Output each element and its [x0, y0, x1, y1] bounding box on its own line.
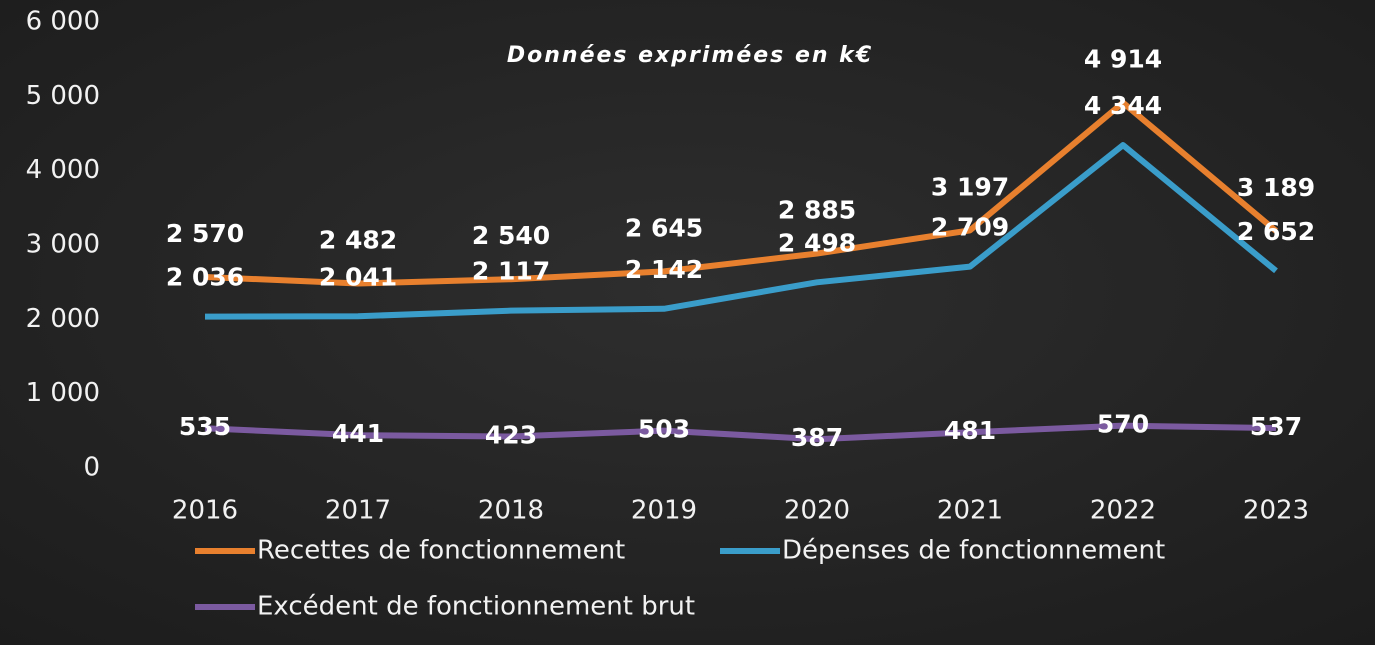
data-label: 2 709: [931, 213, 1009, 242]
y-tick-label: 1 000: [26, 378, 100, 408]
series-line: [204, 99, 1278, 287]
data-label: 3 197: [931, 172, 1009, 201]
y-tick-label: 0: [83, 453, 100, 483]
data-label: 2 540: [472, 221, 550, 250]
data-label: 570: [1097, 410, 1149, 439]
y-tick-label: 5 000: [26, 81, 100, 111]
data-label: 441: [332, 419, 384, 448]
y-tick-label: 4 000: [26, 155, 100, 185]
series-line: [204, 142, 1278, 320]
data-label: 2 645: [625, 213, 703, 242]
data-label: 2 041: [319, 262, 397, 291]
legend-label: Excédent de fonctionnement brut: [257, 592, 695, 622]
data-label: 2 885: [778, 196, 856, 225]
legend-label: Recettes de fonctionnement: [257, 536, 625, 566]
data-label: 4 914: [1084, 45, 1162, 74]
y-tick-label: 6 000: [26, 7, 100, 37]
series-line: [204, 422, 1277, 443]
data-label: 2 652: [1237, 217, 1315, 246]
chart-title: Données exprimées en k€: [507, 43, 873, 68]
y-tick-label: 2 000: [26, 304, 100, 334]
legend-label: Dépenses de fonctionnement: [782, 536, 1165, 566]
data-label: 503: [638, 415, 690, 444]
x-tick-label: 2022: [1090, 496, 1156, 526]
x-tick-label: 2021: [937, 496, 1003, 526]
data-label: 4 344: [1084, 91, 1162, 120]
data-label: 481: [944, 416, 996, 445]
data-label: 537: [1250, 412, 1302, 441]
y-tick-label: 3 000: [26, 230, 100, 260]
data-label: 2 036: [166, 263, 244, 292]
data-label: 2 142: [625, 255, 703, 284]
x-tick-label: 2019: [631, 496, 697, 526]
x-tick-label: 2020: [784, 496, 850, 526]
x-tick-label: 2016: [172, 496, 238, 526]
data-label: 3 189: [1237, 173, 1315, 202]
data-label: 2 482: [319, 226, 397, 255]
x-tick-label: 2023: [1243, 496, 1309, 526]
x-tick-label: 2018: [478, 496, 544, 526]
data-label: 2 570: [166, 219, 244, 248]
data-label: 2 117: [472, 257, 550, 286]
data-label: 423: [485, 421, 537, 450]
data-label: 2 498: [778, 228, 856, 257]
x-tick-label: 2017: [325, 496, 391, 526]
data-label: 387: [791, 423, 843, 452]
data-label: 535: [179, 412, 231, 441]
